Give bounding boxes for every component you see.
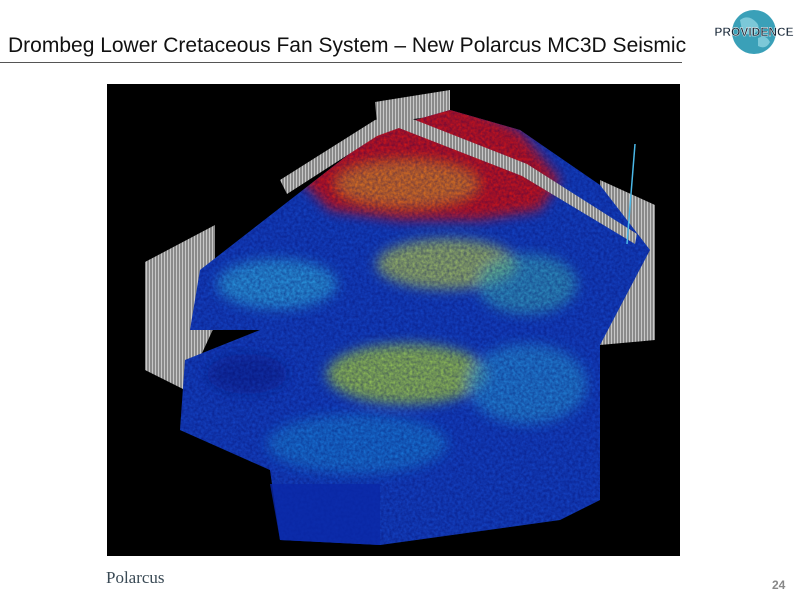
logo-text: PROVIDENCE [714, 25, 793, 39]
partner-logo: Polarcus [106, 568, 165, 587]
seismic-image [107, 84, 680, 556]
company-logo: PROVIDENCE [714, 10, 794, 54]
slide-title: Drombeg Lower Cretaceous Fan System – Ne… [8, 34, 687, 57]
logo-continents [740, 17, 770, 48]
page-number: 24 [772, 578, 786, 592]
fan-lower-patch [270, 484, 380, 545]
seismic-line-overlay [280, 114, 637, 244]
well-path [626, 143, 636, 245]
seismic-section-left [145, 225, 215, 390]
title-rule [0, 62, 682, 63]
